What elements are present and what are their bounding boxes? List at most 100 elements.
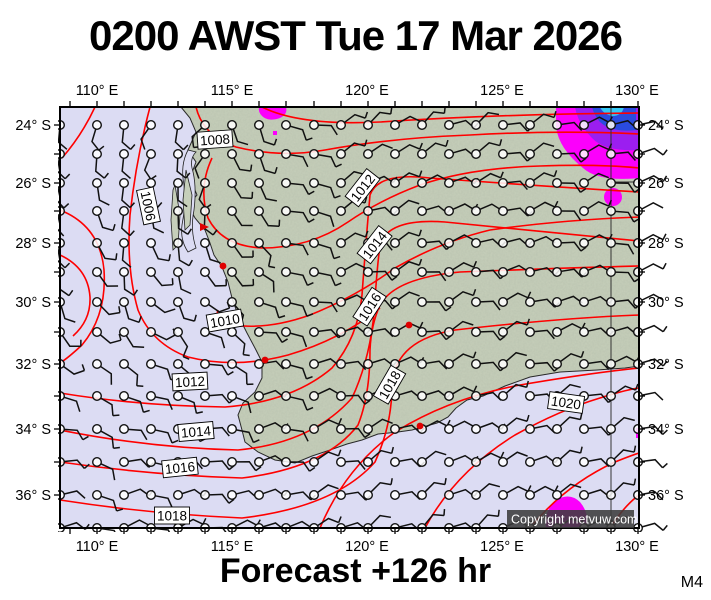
wind-barb-station	[579, 116, 613, 130]
wind-barb-station	[525, 200, 559, 216]
wind-barb-station	[363, 143, 393, 159]
wind-barb-station	[226, 391, 252, 414]
wind-barb-station	[390, 457, 425, 468]
wind-barb-station	[552, 205, 582, 221]
wind-barb-station	[579, 457, 610, 468]
svg-text:1014: 1014	[180, 423, 212, 441]
isobar-label: 1006	[136, 186, 161, 226]
longitude-label-bottom: 120° E	[345, 539, 389, 555]
wind-barb-station	[309, 148, 342, 168]
axis-ticks	[54, 101, 645, 534]
wind-barb-station	[226, 424, 260, 444]
wind-barb-station	[498, 451, 528, 468]
wind-barb-station	[498, 291, 532, 308]
wind-barb-station	[118, 359, 144, 387]
wind-barb-station	[471, 483, 501, 501]
wind-barb-station	[281, 177, 315, 196]
longitude-label-bottom: 115° E	[211, 539, 254, 555]
wind-barb-station	[91, 359, 113, 385]
wind-barb-station	[253, 148, 278, 175]
wind-barb-station	[281, 119, 313, 141]
wind-barb-station	[552, 413, 583, 435]
wind-barb-station	[199, 359, 234, 376]
wind-barb-station	[194, 148, 210, 179]
wind-barb-station	[226, 267, 255, 287]
longitude-label-bottom: 125° E	[480, 539, 524, 555]
wind-barb-station	[471, 111, 500, 130]
wind-barb-station	[498, 414, 530, 435]
wind-barb-station	[172, 327, 190, 360]
wind-barb-station	[145, 327, 177, 341]
latitude-label-left: 32° S	[15, 357, 51, 373]
wind-barb-station	[444, 385, 478, 402]
wind-barb-station	[552, 446, 583, 468]
wind-barb-station	[498, 119, 533, 132]
wind-barb-station	[417, 477, 447, 501]
latitude-label-left: 34° S	[15, 422, 51, 438]
wind-barb-station	[471, 451, 505, 468]
wind-barb-station	[606, 297, 641, 309]
wind-barb-station	[525, 170, 558, 188]
wind-barb-station	[199, 327, 226, 349]
longitude-label-bottom: 110° E	[76, 539, 119, 555]
longitude-label-top: 130° E	[615, 83, 659, 99]
isobar	[424, 387, 639, 528]
latitude-label-left: 28° S	[15, 236, 51, 252]
latitude-label-right: 36° S	[648, 488, 684, 504]
wind-barb-station	[606, 478, 637, 501]
wind-barb-station	[606, 383, 639, 402]
red-arrow-marker	[200, 223, 209, 231]
wind-barb-station	[606, 205, 640, 223]
wind-barb-station	[226, 148, 253, 172]
wind-barb-station	[363, 107, 393, 130]
wind-barb-station	[309, 327, 344, 339]
wind-barb-station	[390, 199, 420, 216]
wind-barb-station	[118, 391, 150, 413]
wind-barb-station	[118, 267, 139, 296]
wind-barb-station	[118, 205, 135, 237]
wind-barb-station	[363, 327, 394, 338]
wind-barb-station	[145, 267, 174, 287]
wind-barb-station	[363, 478, 393, 501]
wind-barb-station	[444, 320, 474, 338]
wind-barb-station	[579, 143, 613, 159]
wind-barb-station	[91, 457, 116, 481]
wind-barb-station	[417, 327, 452, 341]
wind-barb-station	[226, 119, 249, 146]
longitude-label-top: 125° E	[480, 83, 524, 99]
isobar	[60, 254, 91, 337]
wind-barb-station	[281, 297, 314, 317]
wind-barb-station	[579, 233, 613, 248]
isobar	[61, 107, 96, 159]
isobar-layer	[60, 107, 639, 528]
latitude-label-right: 34° S	[648, 422, 684, 438]
longitude-label-top: 120° E	[345, 83, 389, 99]
latitude-label-left: 24° S	[15, 118, 51, 134]
wind-barb-station	[606, 445, 637, 468]
isobar-label: 1010	[205, 308, 245, 333]
wind-barb-station	[525, 110, 557, 130]
wind-barb-station	[281, 327, 308, 348]
wind-barb-station	[143, 148, 157, 180]
wind-barb-station	[336, 457, 366, 470]
svg-text:1006: 1006	[138, 190, 159, 223]
isobar	[319, 367, 639, 528]
wind-barb-station	[498, 264, 529, 278]
longitude-label-top: 115° E	[211, 83, 254, 99]
wind-barb-station	[444, 203, 479, 216]
wind-barb-station	[118, 177, 136, 209]
latitude-label-right: 32° S	[648, 357, 684, 373]
isobar	[60, 314, 639, 519]
wind-barb-station	[444, 351, 477, 370]
wind-barb-station	[118, 237, 132, 268]
wind-barb-station	[390, 258, 423, 278]
wind-barb-station	[579, 264, 610, 278]
wind-barb-station	[309, 449, 342, 468]
wind-barb-station	[172, 148, 191, 179]
wind-barb-station	[444, 289, 477, 308]
copyright-badge	[507, 510, 634, 528]
wind-barb-station	[226, 177, 254, 200]
wind-barb-station	[579, 359, 610, 371]
wind-barb-station	[309, 205, 335, 227]
wind-barb-station	[525, 142, 555, 159]
